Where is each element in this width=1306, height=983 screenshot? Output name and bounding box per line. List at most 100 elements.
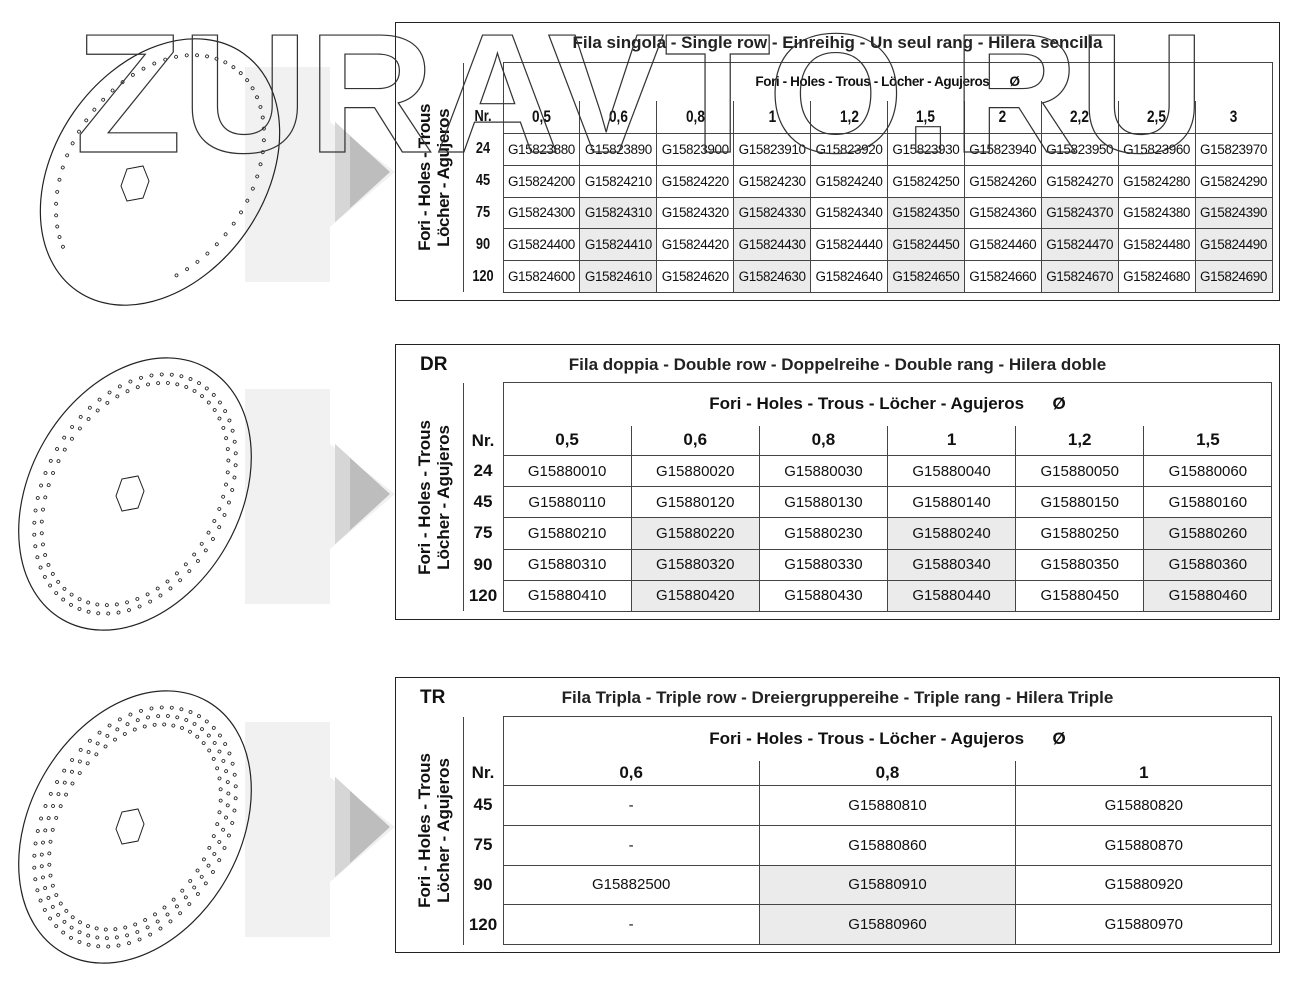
- part-number-cell: G15880820: [1015, 785, 1273, 826]
- hole-count: 24: [467, 133, 500, 166]
- holes-table: Fori - Holes - Trous Löcher - Agujeros For…: [405, 716, 1273, 945]
- table-row: 120 G15880410 G15880420 G15880430 G15880440 G…: [405, 579, 1273, 612]
- table-title: Fila Tripla - Triple row - Dreiergrupper…: [561, 688, 1114, 707]
- table-row: 75 G15824300 G15824310 G15824320 G15824330 G1…: [405, 196, 1273, 230]
- table-title: Fila doppia - Double row - Doppelreihe -…: [568, 355, 1107, 374]
- part-number-cell: G15880340: [886, 548, 1017, 581]
- part-number-cell: G15824260: [963, 164, 1042, 198]
- part-number-cell: G15824460: [963, 228, 1042, 262]
- part-number-cell: G15823880: [502, 133, 581, 166]
- diameter-column-header: 2,5: [1125, 100, 1188, 134]
- diameter-column-header: 0,8: [758, 425, 888, 456]
- part-number-cell: G15880330: [758, 548, 888, 581]
- part-number-cell: G15824470: [1040, 228, 1119, 262]
- part-number-cell: G15823970: [1194, 133, 1273, 166]
- part-number-cell: G15880160: [1143, 486, 1273, 519]
- diameter-column-header: 1,5: [894, 100, 958, 134]
- arrow-shape: [245, 722, 395, 937]
- nr-header: Nr.: [463, 425, 504, 456]
- part-number-cell: G15824680: [1117, 260, 1196, 293]
- part-number-cell: G15824320: [656, 196, 735, 230]
- part-number-cell: G15824480: [1117, 228, 1196, 262]
- nr-header: Nr.: [463, 760, 504, 786]
- diameter-column-header: 3: [1202, 100, 1265, 134]
- part-number-cell: -: [502, 785, 760, 826]
- diameter-column-header: 1,2: [1015, 425, 1145, 456]
- diameter-column-header: 2,2: [1048, 100, 1111, 134]
- diameter-column-header: 0,8: [664, 100, 727, 134]
- diameter-column-header: 0,6: [587, 100, 650, 134]
- part-number-cell: G15824280: [1117, 164, 1196, 198]
- holes-side-label: Fori - Holes - Trous Löcher - Agujeros: [405, 382, 464, 612]
- part-number-cell: G15880040: [886, 454, 1017, 488]
- diameter-column-header: 1: [886, 425, 1017, 456]
- table-row: 24 G15823880 G15823890 G15823900 G15823910 G1…: [405, 133, 1273, 166]
- part-number-cell: G15880140: [886, 486, 1017, 519]
- part-table-1: Fila singola - Single row - Einreihig - …: [395, 22, 1280, 301]
- part-number-cell: G15880440: [886, 579, 1017, 612]
- row-type-code: TR: [420, 687, 446, 708]
- part-table-2: DR Fila doppia - Double row - Doppelreihe…: [395, 344, 1280, 620]
- holes-header: Fori - Holes - Trous - Löcher - Agujeros…: [502, 62, 1273, 101]
- diameter-column-header: 1,2: [817, 100, 881, 134]
- part-number-cell: G15880240: [886, 517, 1017, 550]
- part-number-cell: G15824610: [579, 260, 658, 293]
- part-number-cell: G15880860: [758, 824, 1017, 866]
- diameter-column-header: 0,6: [502, 760, 760, 786]
- diameter-column-header: 0,5: [502, 425, 632, 456]
- part-number-cell: G15880430: [758, 579, 888, 612]
- part-number-cell: G15824640: [810, 260, 888, 293]
- table-row: 120- G15880960 G15880970: [405, 904, 1273, 945]
- holes-header: Fori - Holes - Trous - Löcher - Agujeros…: [502, 382, 1273, 426]
- part-number-cell: G15823890: [579, 133, 658, 166]
- hole-count: 90: [467, 228, 500, 261]
- holes-table: Fori - Holes - Trous Löcher - Agujeros For…: [405, 62, 1273, 293]
- part-number-cell: G15823950: [1040, 133, 1119, 166]
- part-number-cell: G15880960: [758, 904, 1017, 945]
- part-number-cell: G15824650: [886, 260, 965, 293]
- part-number-cell: G15880870: [1015, 824, 1273, 866]
- seed-disc-drawing: [39, 38, 395, 306]
- part-number-cell: G15824430: [733, 228, 812, 262]
- part-number-cell: G15880050: [1015, 454, 1145, 488]
- table-row: 90 G15880310 G15880320 G15880330 G15880340 G1…: [405, 548, 1273, 581]
- part-number-cell: G15824450: [886, 228, 965, 262]
- diameter-column-header: 1: [1015, 760, 1273, 786]
- hole-count: 24: [463, 455, 504, 487]
- part-number-cell: G15824310: [579, 196, 658, 230]
- hole-count: 75: [463, 825, 504, 865]
- part-number-cell: G15880230: [758, 517, 888, 550]
- seed-disc-drawing: [18, 690, 395, 964]
- part-number-cell: G15824390: [1194, 196, 1273, 230]
- part-number-cell: -: [502, 824, 760, 866]
- hex-hub-icon: [120, 165, 150, 202]
- hole-count: 120: [463, 904, 504, 945]
- part-number-cell: G15824440: [810, 228, 888, 262]
- hole-count: 45: [467, 165, 500, 198]
- part-number-cell: G15880010: [502, 454, 632, 488]
- part-number-cell: G15880920: [1015, 864, 1273, 906]
- part-number-cell: G15823910: [733, 133, 812, 166]
- table-row: 24 G15880010 G15880020 G15880030 G15880040 G1…: [405, 454, 1273, 488]
- part-number-cell: G15880020: [630, 454, 760, 488]
- diameter-column-header: 2: [971, 100, 1034, 134]
- hole-count: 120: [467, 260, 500, 293]
- part-number-cell: G15824330: [733, 196, 812, 230]
- part-number-cell: G15823930: [886, 133, 965, 166]
- holes-header: Fori - Holes - Trous - Löcher - Agujeros…: [502, 716, 1273, 761]
- part-number-cell: G15880360: [1143, 548, 1273, 581]
- hex-hub-icon: [115, 475, 145, 512]
- part-number-cell: G15824380: [1117, 196, 1196, 230]
- part-number-cell: G15824410: [579, 228, 658, 262]
- diameter-column-header: 0,8: [758, 760, 1017, 786]
- part-number-cell: G15824670: [1040, 260, 1119, 293]
- part-number-cell: G15880220: [630, 517, 760, 550]
- part-number-cell: G15880310: [502, 548, 632, 581]
- part-number-cell: G15824270: [1040, 164, 1119, 198]
- hole-count: 90: [463, 865, 504, 905]
- hex-hub-icon: [115, 808, 145, 845]
- part-number-cell: G15880060: [1143, 454, 1273, 488]
- part-number-cell: G15824370: [1040, 196, 1119, 230]
- part-number-cell: G15880450: [1015, 579, 1145, 612]
